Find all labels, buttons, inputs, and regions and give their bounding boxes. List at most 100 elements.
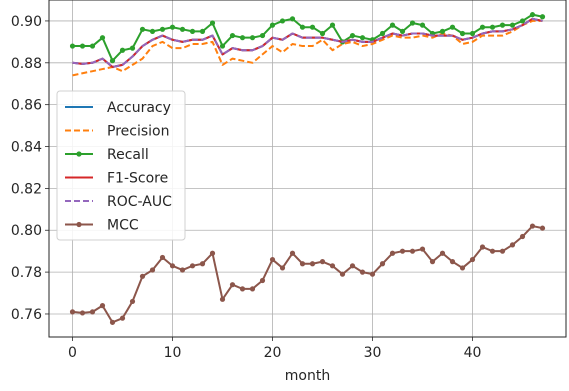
data-point-recall: [459, 30, 466, 37]
data-point-recall: [399, 28, 406, 34]
data-point-mcc: [339, 271, 346, 277]
data-point-recall: [289, 16, 296, 22]
data-point-recall: [489, 24, 496, 30]
data-point-mcc: [89, 309, 96, 315]
y-tick-label: 0.86: [11, 98, 42, 114]
data-point-recall: [219, 43, 226, 49]
data-point-mcc: [279, 265, 286, 271]
y-tick-label: 0.90: [11, 14, 42, 30]
data-point-mcc: [299, 261, 306, 267]
data-point-mcc: [189, 263, 196, 269]
data-point-mcc: [269, 256, 276, 263]
data-point-mcc: [459, 265, 466, 271]
data-point-mcc: [209, 250, 216, 256]
x-tick-label: 20: [264, 345, 282, 361]
data-point-recall: [79, 43, 86, 49]
data-point-mcc: [179, 267, 186, 273]
data-point-recall: [439, 28, 446, 34]
data-point-mcc: [119, 315, 126, 321]
series-lines: [69, 12, 546, 325]
series-precision: [72, 19, 543, 77]
x-tick-label: 0: [68, 345, 77, 361]
data-point-recall: [359, 35, 366, 41]
data-point-recall: [269, 22, 276, 28]
data-point-mcc: [289, 250, 296, 256]
x-tick-label: 30: [364, 345, 382, 361]
data-point-recall: [319, 30, 326, 37]
data-point-mcc: [449, 259, 456, 265]
data-point-mcc: [439, 250, 446, 256]
data-point-mcc: [309, 261, 316, 267]
data-point-mcc: [429, 259, 436, 265]
data-point-recall: [129, 45, 136, 51]
data-point-mcc: [369, 271, 376, 277]
data-point-mcc: [509, 242, 516, 248]
data-point-recall: [179, 26, 186, 32]
data-point-mcc: [539, 225, 546, 231]
data-point-mcc: [229, 282, 236, 288]
data-point-recall: [409, 20, 416, 26]
series-line-roc-auc: [72, 17, 543, 68]
data-point-mcc: [259, 277, 266, 284]
legend-label-roc-auc: ROC-AUC: [107, 194, 172, 210]
data-point-mcc: [169, 263, 176, 269]
y-tick-label: 0.78: [11, 265, 42, 281]
data-point-recall: [139, 26, 146, 32]
data-point-mcc: [329, 263, 336, 269]
data-point-recall: [519, 18, 526, 24]
data-point-recall: [259, 32, 266, 39]
data-point-mcc: [349, 263, 356, 269]
legend-label-f1-score: F1-Score: [107, 171, 168, 187]
data-point-recall: [449, 24, 456, 30]
data-point-mcc: [199, 261, 206, 267]
data-point-recall: [469, 30, 476, 37]
data-point-recall: [209, 20, 216, 26]
data-point-mcc: [479, 244, 486, 250]
y-tick-label: 0.80: [11, 223, 42, 239]
legend-label-accuracy: Accuracy: [107, 100, 171, 116]
legend-marker-recall: [76, 151, 82, 157]
data-point-recall: [329, 22, 336, 28]
data-point-mcc: [519, 233, 526, 240]
data-point-recall: [539, 14, 546, 20]
axis-ticks: 0.76 0.78 0.80 0.82 0.84 0.86 0.88 0.90 0 10 20 30 4…: [11, 14, 482, 361]
data-point-recall: [379, 30, 386, 37]
series-line-precision: [72, 19, 543, 77]
series-mcc: [69, 223, 546, 325]
data-point-recall: [159, 26, 166, 32]
legend-marker-mcc: [76, 221, 82, 228]
data-point-recall: [229, 32, 236, 39]
data-point-mcc: [499, 248, 506, 254]
data-point-mcc: [69, 309, 76, 315]
data-point-mcc: [79, 310, 86, 316]
data-point-recall: [199, 28, 206, 34]
data-point-mcc: [219, 296, 226, 302]
data-point-mcc: [149, 267, 156, 273]
data-point-mcc: [159, 254, 166, 261]
data-point-mcc: [379, 261, 386, 267]
data-point-recall: [389, 22, 396, 28]
legend-box: [56, 90, 186, 241]
data-point-mcc: [129, 298, 136, 305]
y-tick-label: 0.76: [11, 307, 42, 323]
data-point-recall: [419, 22, 426, 28]
data-point-recall: [349, 32, 356, 39]
data-point-recall: [529, 12, 536, 18]
data-point-mcc: [389, 250, 396, 256]
data-point-recall: [69, 43, 76, 49]
data-point-recall: [479, 24, 486, 30]
data-point-mcc: [419, 246, 426, 252]
y-tick-label: 0.88: [11, 56, 42, 72]
data-point-recall: [109, 58, 116, 64]
data-point-mcc: [399, 248, 406, 254]
data-point-recall: [509, 22, 516, 28]
series-recall: [69, 12, 546, 64]
data-point-recall: [169, 24, 176, 30]
x-tick-label: 40: [464, 345, 482, 361]
data-point-recall: [279, 18, 286, 24]
data-point-recall: [239, 35, 246, 41]
data-point-mcc: [239, 286, 246, 292]
data-point-mcc: [409, 248, 416, 254]
